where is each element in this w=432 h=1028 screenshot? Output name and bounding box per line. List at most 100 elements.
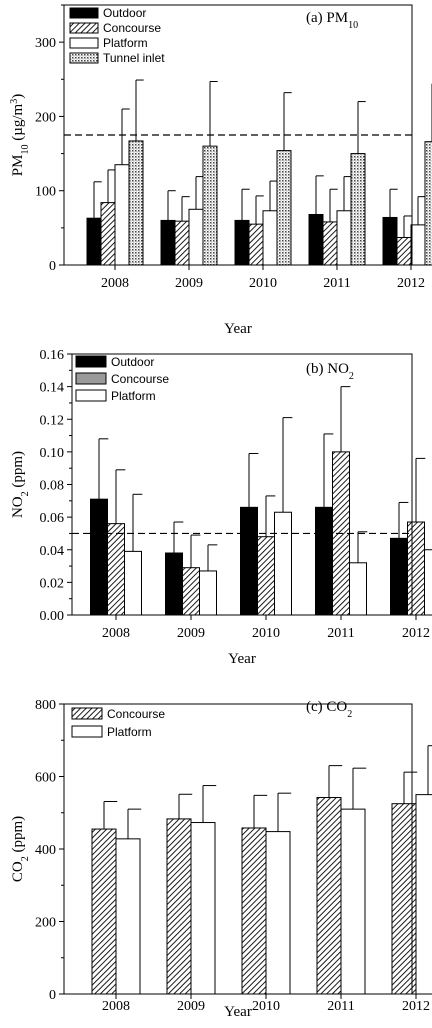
panel-title: (b) NO2 [306, 361, 354, 382]
y-tick-label: 0.00 [40, 609, 65, 624]
bar-tunnel-inlet-2010 [276, 150, 292, 266]
bar-concourse-2010 [241, 827, 267, 995]
bar-outdoor-2008 [90, 498, 108, 616]
legend-label: Concourse [111, 372, 169, 386]
plot-frame [63, 4, 413, 266]
legend-swatch [75, 372, 107, 385]
bar-platform-2009 [188, 208, 204, 266]
bar-tunnel-inlet-2012 [424, 141, 432, 266]
legend-swatch [75, 389, 107, 402]
legend-swatch [69, 52, 99, 64]
bar-concourse-2011 [316, 797, 342, 995]
x-axis-title: Year [224, 1004, 252, 1020]
panel-title: (c) CO2 [306, 699, 352, 720]
legend-label: Platform [111, 389, 156, 403]
bar-platform-2010 [274, 511, 292, 616]
x-tick-label: 2008 [102, 626, 130, 641]
y-axis-title: CO2 (ppm) [10, 816, 31, 882]
bar-platform-2009 [199, 570, 217, 616]
y-tick-label: 0.02 [40, 576, 65, 591]
bar-platform-2009 [190, 822, 216, 995]
bar-platform-2012 [424, 549, 432, 616]
bar-concourse-2010 [248, 223, 264, 266]
bar-outdoor-2011 [315, 506, 333, 616]
legend-label: Concourse [107, 707, 165, 721]
y-tick-label: 800 [35, 698, 56, 713]
y-tick-label: 0.10 [40, 446, 65, 461]
bar-outdoor-2012 [382, 216, 398, 266]
panel-title: (a) PM10 [306, 10, 358, 31]
bar-outdoor-2010 [234, 219, 250, 266]
y-tick-label: 0 [49, 988, 56, 1003]
x-axis-title: Year [224, 321, 252, 337]
x-tick-label: 2009 [177, 999, 205, 1014]
bar-platform-2012 [415, 794, 432, 995]
y-tick-label: 0 [49, 259, 56, 274]
x-tick-label: 2012 [397, 276, 425, 291]
x-tick-label: 2009 [177, 626, 205, 641]
y-tick-label: 0.04 [40, 544, 65, 559]
bar-platform-2011 [349, 562, 367, 616]
y-tick-label: 0.14 [40, 381, 65, 396]
bar-outdoor-2009 [165, 552, 183, 616]
bar-tunnel-inlet-2008 [128, 140, 144, 266]
legend-swatch [69, 7, 99, 19]
no2-chart: 0.00 0.02 0.04 0.06 0.08 0.10 0.12 0.14 0.16 2008… [10, 348, 432, 667]
legend-label: Outdoor [111, 355, 154, 369]
bar-outdoor-2008 [86, 217, 102, 266]
x-tick-label: 2010 [252, 999, 280, 1014]
legend-swatch [71, 725, 103, 738]
bar-concourse-2012 [407, 521, 425, 616]
legend-label: Concourse [103, 21, 161, 35]
legend-swatch [75, 355, 107, 368]
bar-platform-2008 [115, 838, 141, 995]
bar-platform-2010 [262, 210, 278, 266]
x-tick-label: 2010 [252, 626, 280, 641]
legend-label: Outdoor [103, 6, 146, 20]
x-tick-label: 2011 [327, 626, 354, 641]
bar-platform-2011 [340, 808, 366, 995]
legend-swatch [71, 707, 103, 720]
x-axis-title: Year [228, 651, 256, 667]
y-axis-title: NO2 (ppm) [10, 451, 31, 518]
bar-concourse-2008 [91, 828, 117, 995]
x-tick-label: 2008 [102, 999, 130, 1014]
bar-concourse-2009 [174, 220, 190, 266]
bar-platform-2008 [124, 550, 142, 616]
y-tick-label: 0.12 [40, 413, 65, 428]
pm10-chart: 0 100 200 300 2008 2009 2010 2011 2012 Year PM10 (… [9, 4, 432, 337]
bar-outdoor-2009 [160, 219, 176, 266]
legend-swatch [69, 37, 99, 49]
bar-tunnel-inlet-2009 [202, 145, 218, 266]
y-tick-label: 0.06 [40, 511, 65, 526]
bar-platform-2012 [410, 224, 426, 266]
y-tick-label: 200 [35, 916, 56, 931]
x-tick-label: 2010 [249, 276, 277, 291]
y-tick-label: 200 [35, 110, 56, 125]
x-tick-label: 2012 [402, 626, 430, 641]
y-axis-title: PM10 (µg/m3) [9, 94, 31, 176]
bar-outdoor-2012 [390, 537, 408, 616]
bar-concourse-2011 [322, 221, 338, 266]
bar-concourse-2008 [107, 523, 125, 616]
x-tick-label: 2011 [327, 999, 354, 1014]
legend-label: Tunnel inlet [103, 51, 165, 65]
bar-platform-2010 [265, 831, 291, 995]
bar-concourse-2008 [100, 202, 116, 266]
x-tick-label: 2008 [101, 276, 129, 291]
y-tick-label: 600 [35, 771, 56, 786]
y-tick-label: 0.16 [40, 348, 65, 363]
y-tick-label: 400 [35, 843, 56, 858]
bar-outdoor-2011 [308, 213, 324, 266]
bar-concourse-2009 [182, 567, 200, 616]
bar-tunnel-inlet-2011 [350, 153, 366, 266]
legend-swatch [69, 22, 99, 34]
bar-concourse-2009 [166, 818, 192, 995]
x-tick-label: 2012 [402, 999, 430, 1014]
legend-label: Platform [103, 36, 148, 50]
bar-platform-2008 [114, 164, 130, 266]
bar-outdoor-2010 [240, 506, 258, 616]
x-tick-label: 2009 [175, 276, 203, 291]
co2-chart: 0 200 400 600 800 2008 2009 2010 2011 2012 Year CO2… [10, 698, 432, 1020]
legend-label: Platform [107, 725, 152, 739]
